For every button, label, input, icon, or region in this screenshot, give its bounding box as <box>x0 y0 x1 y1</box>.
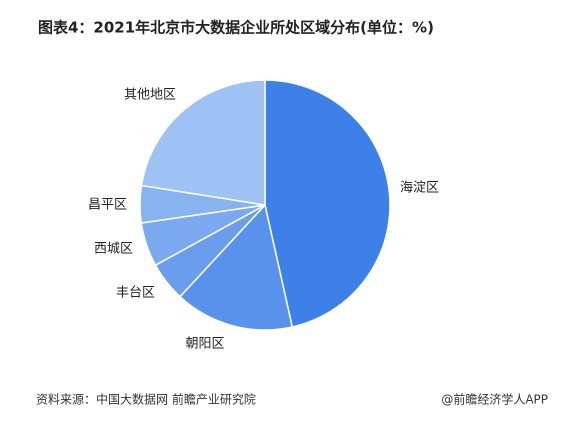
pie-slice <box>264 79 391 328</box>
pie-slice <box>140 79 266 206</box>
pie-slice <box>178 203 294 331</box>
slice-label: 西城区 <box>94 242 133 257</box>
slice-label: 昌平区 <box>88 198 127 213</box>
chart-title: 图表4：2021年北京市大数据企业所处区域分布(单位：%) <box>38 19 434 37</box>
source: 资料来源：中国大数据网 前瞻产业研究院 <box>36 392 256 407</box>
slice-label: 其他地区 <box>124 88 176 103</box>
slice-label: 丰台区 <box>116 286 155 301</box>
credit: @前瞻经济学人APP <box>441 392 548 407</box>
slice-label: 朝阳区 <box>185 337 224 352</box>
slice-label: 海淀区 <box>400 181 439 196</box>
